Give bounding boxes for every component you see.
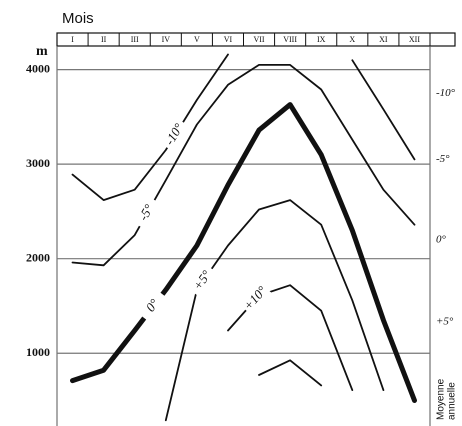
y2-tick-label: -10° xyxy=(436,87,456,99)
x-tick-label: XII xyxy=(409,35,420,44)
x-tick-label: I xyxy=(71,35,74,44)
label-background xyxy=(160,117,190,152)
label-background xyxy=(239,282,272,316)
isotherm-line xyxy=(71,53,416,201)
x-tick-label: V xyxy=(194,35,200,44)
isotherm-label-group: +10° xyxy=(239,282,272,316)
x-tick-label: VII xyxy=(253,35,264,44)
y2-tick-label: 0° xyxy=(436,233,447,245)
x-tick-label: VIII xyxy=(283,35,297,44)
isotherm-label-group: -5° xyxy=(132,196,162,231)
isotherm-line xyxy=(71,64,416,267)
y2-label-line: annuelle xyxy=(447,382,458,420)
isotherm-line xyxy=(258,359,323,387)
x-tick-label: VI xyxy=(224,35,233,44)
isotherm-label: -5° xyxy=(135,202,156,223)
label-background xyxy=(137,289,169,323)
y2-axis-label: Moyenne annuelle xyxy=(436,378,458,420)
x-tick-label: II xyxy=(101,35,107,44)
x-tick-label: III xyxy=(131,35,139,44)
isotherm-label-group: 0° xyxy=(137,289,169,323)
y-tick-label: 1000 xyxy=(26,345,50,359)
x-tick-label: X xyxy=(349,35,355,44)
y-tick-label: 4000 xyxy=(26,61,50,75)
chart-title: Mois xyxy=(62,10,94,27)
y2-tick-label: -5° xyxy=(436,153,450,165)
y-tick-label: 3000 xyxy=(26,156,50,170)
y-tick-label: 2000 xyxy=(26,250,50,264)
y2-tick-label: +5° xyxy=(436,316,454,328)
y-axis-label: m xyxy=(36,44,48,59)
isotherm-line xyxy=(70,102,417,403)
x-tick-label: IV xyxy=(162,35,171,44)
isotherm-label-group: +5° xyxy=(187,264,219,298)
y2-label-line: Moyenne xyxy=(436,378,447,420)
label-background xyxy=(187,264,219,298)
label-background xyxy=(132,196,162,231)
x-tick-label: IX xyxy=(317,35,326,44)
x-tick-label: XI xyxy=(379,35,388,44)
